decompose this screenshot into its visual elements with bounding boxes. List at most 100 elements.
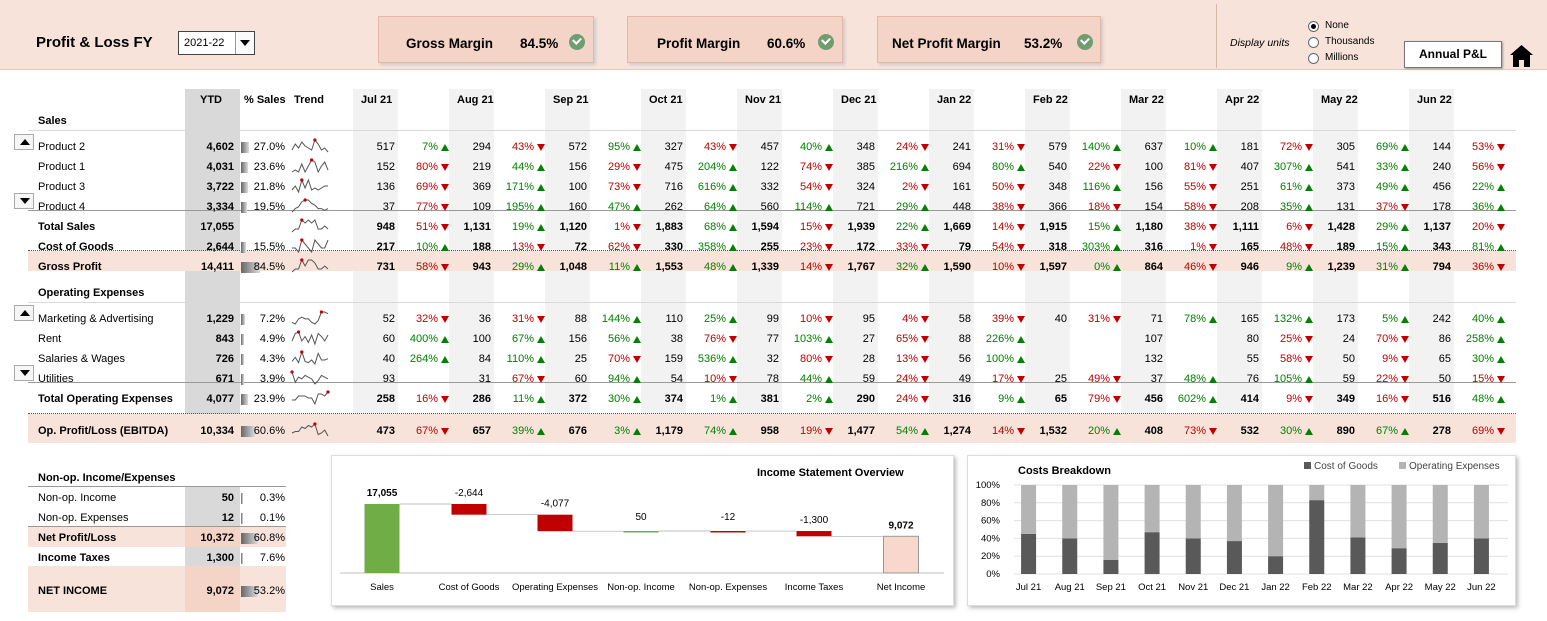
triangle-down-icon bbox=[441, 204, 449, 211]
month-value: 572 bbox=[568, 141, 587, 153]
month-value: 59 bbox=[862, 373, 875, 385]
change-pct: 48% bbox=[1183, 373, 1206, 385]
change-pct: 22% bbox=[1375, 373, 1398, 385]
pct-bar bbox=[241, 242, 247, 253]
scroll-down-button[interactable] bbox=[14, 193, 34, 209]
month-value: 1,915 bbox=[1039, 221, 1067, 233]
radio-dot-icon[interactable] bbox=[1308, 37, 1319, 48]
triangle-up-icon bbox=[1209, 144, 1217, 151]
non-op-value: 50 bbox=[221, 492, 234, 504]
trend-sparkline bbox=[291, 258, 329, 273]
change-pct: 43% bbox=[703, 141, 726, 153]
row-divider bbox=[28, 486, 286, 487]
month-value: 172 bbox=[856, 241, 875, 253]
triangle-up-icon bbox=[1113, 184, 1121, 191]
triangle-up-icon bbox=[537, 336, 545, 343]
scroll-down-button[interactable] bbox=[14, 365, 34, 381]
change-pct: 67% bbox=[511, 333, 534, 345]
month-value: 165 bbox=[1240, 313, 1259, 325]
change-pct: 24% bbox=[895, 393, 918, 405]
month-value: 305 bbox=[1336, 141, 1355, 153]
month-value: 1,274 bbox=[943, 425, 971, 437]
month-value: 152 bbox=[376, 161, 395, 173]
annual-pl-button[interactable]: Annual P&L bbox=[1404, 41, 1502, 68]
month-value: 385 bbox=[856, 161, 875, 173]
change-pct: 94% bbox=[607, 373, 630, 385]
x-tick-label: Apr 22 bbox=[1385, 582, 1413, 593]
pct-bar bbox=[241, 533, 258, 544]
scroll-up-button[interactable] bbox=[14, 134, 34, 150]
triangle-down-icon bbox=[825, 164, 833, 171]
radio-dot-icon[interactable] bbox=[1308, 53, 1319, 64]
change-pct: 22% bbox=[1471, 181, 1494, 193]
triangle-down-icon bbox=[1497, 376, 1505, 383]
triangle-down-icon bbox=[1209, 224, 1217, 231]
kpi-profit-margin: Profit Margin 60.6% bbox=[627, 16, 843, 63]
trend-sparkline bbox=[290, 370, 329, 385]
month-value: 36 bbox=[478, 313, 491, 325]
radio-label: None bbox=[1325, 20, 1349, 31]
month-value: 100 bbox=[568, 181, 587, 193]
change-pct: 132% bbox=[1273, 313, 1302, 325]
pct-sales-value: 4.9% bbox=[259, 333, 285, 345]
triangle-down-icon bbox=[921, 144, 929, 151]
triangle-down-icon bbox=[825, 356, 833, 363]
year-dropdown[interactable]: 2021-22 bbox=[178, 31, 255, 55]
month-value: 49 bbox=[958, 373, 971, 385]
triangle-down-icon bbox=[1113, 204, 1121, 211]
month-value: 1,669 bbox=[943, 221, 971, 233]
stacked-bar-segment bbox=[1144, 485, 1160, 533]
triangle-down-icon bbox=[729, 336, 737, 343]
month-value: 109 bbox=[472, 201, 491, 213]
change-pct: 48% bbox=[1279, 241, 1302, 253]
triangle-down-icon bbox=[1113, 164, 1121, 171]
change-pct: 81% bbox=[1183, 161, 1206, 173]
triangle-down-icon bbox=[1209, 204, 1217, 211]
y-tick-label: 60% bbox=[981, 516, 1001, 527]
ytd-value: 1,229 bbox=[206, 313, 234, 325]
change-pct: 116% bbox=[1082, 181, 1110, 193]
home-icon[interactable] bbox=[1509, 44, 1534, 68]
category-label: Cost of Goods bbox=[439, 582, 500, 593]
triangle-up-icon bbox=[537, 224, 545, 231]
change-pct: 2% bbox=[902, 181, 918, 193]
month-value: 144 bbox=[1432, 141, 1451, 153]
month-value: 366 bbox=[1048, 201, 1067, 213]
month-value: 1,597 bbox=[1039, 261, 1067, 273]
month-value: 532 bbox=[1240, 425, 1259, 437]
change-pct: 32% bbox=[415, 313, 438, 325]
month-value: 181 bbox=[1240, 141, 1259, 153]
non-op-value: 12 bbox=[221, 512, 234, 524]
non-op-label: Non-op. Income bbox=[38, 492, 117, 504]
triangle-down-icon bbox=[633, 244, 641, 251]
triangle-up-icon bbox=[921, 164, 929, 171]
month-value: 55 bbox=[1246, 353, 1259, 365]
change-pct: 19% bbox=[799, 425, 822, 437]
row-label: Product 3 bbox=[38, 181, 86, 193]
ytd-value: 671 bbox=[215, 373, 234, 385]
chevron-down-icon[interactable] bbox=[235, 32, 254, 54]
change-pct: 77% bbox=[415, 201, 438, 213]
triangle-up-icon bbox=[729, 396, 737, 403]
category-label: Non-op. Income bbox=[607, 582, 675, 593]
triangle-up-icon bbox=[633, 376, 641, 383]
triangle-down-icon bbox=[729, 144, 737, 151]
change-pct: 30% bbox=[1279, 425, 1302, 437]
change-pct: 25% bbox=[703, 313, 726, 325]
change-pct: 24% bbox=[895, 141, 918, 153]
triangle-down-icon bbox=[1209, 184, 1217, 191]
scroll-up-button[interactable] bbox=[14, 305, 34, 321]
stacked-bar-segment bbox=[1062, 538, 1078, 574]
change-pct: 144% bbox=[601, 313, 630, 325]
month-value: 31 bbox=[478, 373, 491, 385]
change-pct: 303% bbox=[1081, 241, 1110, 253]
month-value: 208 bbox=[1240, 201, 1259, 213]
radio-dot-icon[interactable] bbox=[1308, 21, 1319, 32]
change-pct: 103% bbox=[793, 333, 822, 345]
pct-bar bbox=[241, 182, 248, 193]
triangle-up-icon bbox=[1305, 164, 1313, 171]
costs-breakdown-chart: Costs Breakdown Cost of Goods Operating Ex… bbox=[967, 455, 1516, 606]
triangle-up-icon bbox=[1305, 316, 1313, 323]
month-value: 84 bbox=[478, 353, 491, 365]
month-value: 332 bbox=[760, 181, 779, 193]
